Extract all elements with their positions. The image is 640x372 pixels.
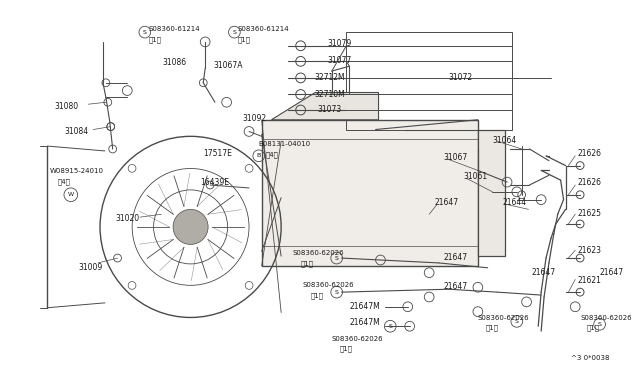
Text: （1）: （1）: [301, 260, 314, 267]
Text: 31092: 31092: [242, 114, 266, 123]
Text: S: S: [388, 324, 392, 329]
Text: 31009: 31009: [79, 263, 103, 272]
Text: S08360-61214: S08360-61214: [237, 26, 289, 32]
Text: 31064: 31064: [492, 136, 516, 145]
Text: 31077: 31077: [327, 57, 351, 65]
Text: 21647: 21647: [600, 268, 624, 277]
FancyBboxPatch shape: [478, 129, 505, 256]
Text: S: S: [515, 319, 519, 324]
Text: 31079: 31079: [327, 39, 351, 48]
Text: 31067A: 31067A: [213, 61, 243, 70]
Text: S08360-62026: S08360-62026: [332, 336, 383, 342]
Text: B: B: [257, 153, 261, 158]
Text: 17517E: 17517E: [204, 149, 232, 158]
Text: S: S: [335, 290, 339, 295]
Text: 31084: 31084: [64, 126, 88, 136]
Circle shape: [173, 209, 208, 244]
Text: 21623: 21623: [577, 246, 601, 255]
Text: 21647: 21647: [531, 268, 556, 277]
Text: S08360-62026: S08360-62026: [293, 250, 344, 256]
Text: 21626: 21626: [577, 178, 601, 187]
Text: 21647: 21647: [444, 282, 468, 291]
Text: B08131-04010: B08131-04010: [259, 141, 311, 147]
Text: 31072: 31072: [449, 73, 473, 82]
Text: 31080: 31080: [54, 102, 78, 111]
Text: （1）: （1）: [148, 36, 162, 43]
Text: 21647: 21647: [434, 198, 458, 207]
Text: 21647: 21647: [444, 253, 468, 262]
Text: （1）: （1）: [486, 324, 499, 331]
Text: 32712M: 32712M: [314, 73, 345, 82]
FancyBboxPatch shape: [262, 120, 478, 266]
Text: S: S: [232, 30, 236, 35]
Text: （1）: （1）: [340, 346, 353, 352]
Text: 16439E: 16439E: [200, 178, 229, 187]
Text: S08360-62026: S08360-62026: [580, 315, 632, 321]
Text: 21621: 21621: [577, 276, 601, 285]
Text: ^3 0*0038: ^3 0*0038: [571, 355, 609, 362]
Text: S: S: [598, 322, 602, 327]
Text: 21647M: 21647M: [349, 318, 380, 327]
Text: （4）: （4）: [57, 178, 70, 185]
Text: （4）: （4）: [266, 151, 278, 158]
Text: W08915-24010: W08915-24010: [49, 169, 104, 174]
Text: 31020: 31020: [116, 214, 140, 223]
Text: S08360-62026: S08360-62026: [478, 315, 529, 321]
Text: 31067: 31067: [444, 153, 468, 162]
Text: （1）: （1）: [587, 324, 600, 331]
Text: S: S: [143, 30, 147, 35]
Text: S08360-61214: S08360-61214: [148, 26, 200, 32]
Text: （1）: （1）: [310, 292, 323, 299]
Text: 21625: 21625: [577, 209, 601, 218]
Text: 32710M: 32710M: [314, 90, 345, 99]
Text: 21647M: 21647M: [349, 302, 380, 311]
Text: S: S: [335, 256, 339, 260]
Text: W: W: [68, 192, 74, 197]
Text: 31061: 31061: [463, 172, 488, 182]
Text: 21644: 21644: [502, 198, 526, 207]
Text: 21626: 21626: [577, 149, 601, 158]
Text: 31073: 31073: [317, 105, 341, 114]
Text: （1）: （1）: [237, 36, 250, 43]
Text: 31086: 31086: [163, 58, 186, 67]
Text: S08360-62026: S08360-62026: [303, 282, 354, 288]
Polygon shape: [271, 93, 378, 120]
